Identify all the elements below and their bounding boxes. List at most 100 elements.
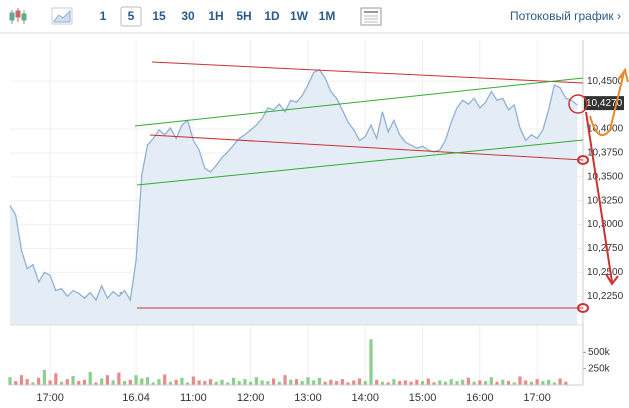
volume-bar	[260, 380, 264, 385]
volume-bar	[65, 379, 69, 385]
toolbar: 1 5 15 30 1H 5H 1D 1W 1M Потоковый график ›	[0, 6, 629, 34]
volume-bar	[42, 369, 46, 385]
volume-bar	[54, 373, 58, 385]
interval-button[interactable]: 1D	[264, 9, 280, 23]
volume-bar	[415, 379, 419, 385]
x-tick-label: 13:00	[294, 392, 322, 404]
volume-bar	[461, 379, 465, 385]
volume-bar	[289, 379, 293, 385]
volume-bar	[8, 377, 12, 385]
volume-bar	[294, 379, 299, 385]
volume-bar	[495, 381, 499, 385]
volume-bar	[438, 380, 442, 385]
x-tick-label: 16:00	[466, 392, 494, 404]
volume-bar	[180, 377, 184, 385]
stream-link[interactable]: Потоковый график ›	[510, 9, 621, 23]
volume-bar	[409, 381, 413, 385]
volume-bar	[157, 379, 161, 385]
volume-bar	[168, 381, 173, 385]
volume-bar	[48, 380, 52, 385]
volume-bar	[535, 379, 539, 385]
volume-bar	[558, 378, 562, 385]
interval-button[interactable]: 1H	[208, 9, 223, 23]
y-tick-label: 10,4000	[587, 124, 624, 135]
y-tick-label: 10,3750	[587, 147, 624, 158]
trend-line	[149, 134, 584, 161]
interval-button[interactable]: 30	[181, 9, 195, 23]
table-icon[interactable]	[360, 7, 382, 26]
volume-bar	[105, 375, 110, 385]
volume-bar	[300, 381, 304, 385]
volume-bar	[140, 378, 144, 385]
interval-button[interactable]: 5H	[236, 9, 251, 23]
volume-bar	[501, 379, 505, 385]
volume-bar	[203, 381, 207, 385]
y-tick-label: 10,2500	[587, 267, 624, 278]
x-tick-label: 11:00	[180, 392, 207, 404]
interval-button[interactable]: 15	[152, 9, 166, 23]
volume-bar	[37, 377, 41, 385]
interval-button[interactable]: 1	[100, 9, 107, 23]
volume-bar	[186, 382, 190, 385]
volume-bar	[71, 375, 75, 385]
volume-bar	[398, 381, 402, 385]
volume-bar	[323, 381, 327, 385]
candle-icon[interactable]	[9, 8, 27, 24]
volume-bar	[524, 380, 528, 385]
volume-bar	[478, 380, 482, 385]
volume-bar	[529, 381, 534, 385]
volume-bar	[59, 381, 64, 385]
volume-bar	[82, 379, 87, 385]
volume-bar	[117, 372, 121, 385]
volume-bar	[455, 381, 459, 385]
volume-bar	[208, 379, 213, 385]
volume-bar	[226, 382, 230, 385]
plot: 17:00 16.04 11:00 12:00 13:00 14:00 15:00 16:00…	[8, 40, 624, 404]
x-tick-label: 17:00	[36, 392, 64, 404]
volume-bar	[466, 377, 470, 385]
x-tick-label: 12:00	[237, 392, 265, 404]
selected-box	[120, 6, 142, 27]
volume-bar	[271, 378, 276, 385]
volume-bar	[483, 381, 488, 385]
volume-bar	[220, 379, 224, 385]
volume-bar	[403, 380, 407, 385]
marker	[577, 303, 589, 313]
trend-line	[134, 77, 584, 127]
volume-bar	[346, 382, 350, 385]
volume-bar	[340, 379, 344, 385]
volume-bar	[77, 381, 81, 385]
volume-bar	[432, 382, 436, 385]
volume-bar	[237, 381, 241, 385]
volume-bar	[283, 375, 287, 385]
volume-bar	[443, 381, 448, 385]
volume-bar	[564, 381, 568, 385]
volume-bar	[489, 377, 493, 385]
volume-tick-label: 250k	[588, 363, 611, 374]
volume-bar	[363, 381, 367, 385]
volume-bar	[380, 381, 385, 385]
volume-bar	[94, 382, 98, 385]
area-icon[interactable]	[51, 7, 73, 25]
volume-bar	[111, 380, 115, 385]
arrow-head	[605, 273, 619, 286]
volume-bar	[231, 377, 236, 385]
y-tick-label: 10,4500	[587, 76, 624, 87]
x-tick-label: 17:00	[523, 392, 551, 404]
interval-button[interactable]: 1W	[290, 9, 309, 23]
interval-button[interactable]: 1M	[319, 9, 336, 23]
last-price-label: 10,4270	[586, 98, 623, 109]
y-tick-label: 10,3500	[587, 171, 624, 182]
volume-tick-label: 500k	[588, 347, 611, 358]
volume-bar	[277, 381, 281, 385]
volume-bar	[552, 382, 556, 385]
volume-bar	[306, 377, 310, 385]
volume-bar	[357, 378, 362, 385]
volume-bar	[352, 380, 356, 385]
y-tick-label: 10,3250	[587, 195, 624, 206]
interval-button[interactable]: 5	[128, 9, 135, 23]
volume-bar	[214, 381, 218, 385]
volume-bar	[420, 381, 425, 385]
volume-bar	[547, 379, 551, 385]
